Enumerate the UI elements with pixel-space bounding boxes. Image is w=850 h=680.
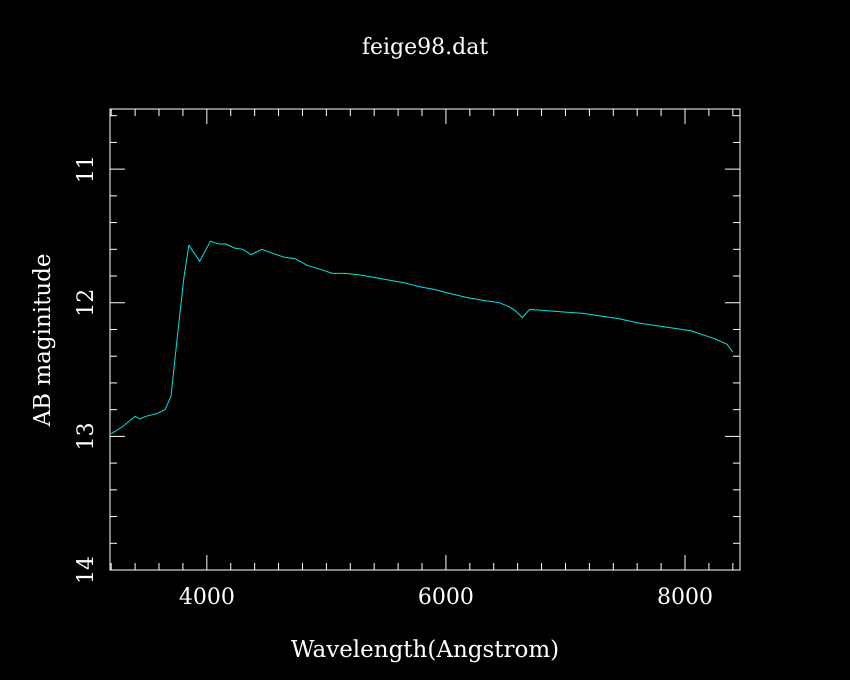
x-tick-label: 6000: [418, 585, 474, 610]
chart-title: feige98.dat: [362, 35, 488, 60]
plot-frame: [109, 108, 741, 571]
x-axis-label: Wavelength(Angstrom): [291, 637, 559, 663]
series-line: [110, 240, 734, 435]
y-axis-label: AB maginitude: [30, 254, 56, 428]
y-tick-label: 11: [74, 155, 99, 183]
x-axis: 4000 6000 8000: [110, 109, 734, 610]
x-tick-label: 4000: [179, 585, 235, 610]
y-axis: 11 12 13 14: [74, 115, 740, 584]
y-tick-label: 14: [74, 556, 99, 584]
x-tick-label: 8000: [657, 585, 713, 610]
y-tick-label: 13: [74, 422, 99, 450]
y-tick-label: 12: [74, 289, 99, 317]
